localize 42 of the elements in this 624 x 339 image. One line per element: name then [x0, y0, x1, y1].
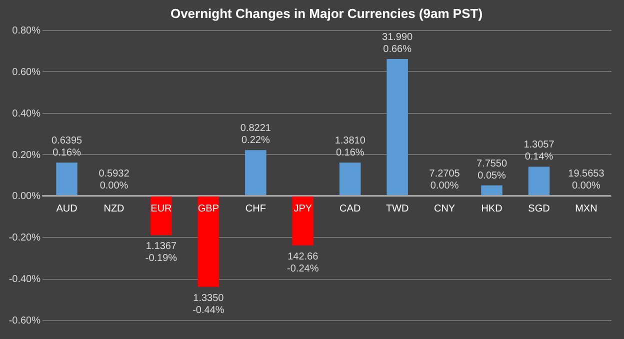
x-tick-label: MXN [575, 204, 598, 215]
data-label: 0.5932 0.00% [98, 168, 130, 192]
data-label: 7.7550 0.05% [476, 158, 508, 182]
x-tick-label: TWD [386, 204, 409, 215]
data-label: 7.2705 0.00% [429, 168, 460, 192]
data-label: 0.8221 0.22% [240, 123, 272, 146]
bar [245, 150, 266, 196]
x-tick-label: CHF [245, 204, 266, 215]
data-label: 1.3810 0.16% [334, 136, 366, 159]
x-tick-label: HKD [481, 204, 502, 215]
x-tick-label: AUD [56, 204, 78, 215]
data-label: 31.990 0.66% [382, 32, 414, 55]
data-label: 1.3350 -0.44% [192, 292, 224, 316]
y-tick-label: 0.40% [12, 108, 41, 120]
x-tick-label: NZD [104, 204, 124, 215]
y-tick-label: -0.40% [8, 274, 41, 286]
x-tick-label: EUR [150, 204, 172, 215]
bar [198, 196, 220, 287]
bar [56, 162, 78, 196]
y-tick-label: -0.20% [8, 232, 41, 244]
data-label: 0.6395 0.16% [51, 136, 83, 159]
y-tick-label: 0.60% [12, 66, 41, 78]
chart-title: Overnight Changes in Major Currencies (9am PST) [170, 6, 483, 21]
data-label: 19.5653 0.00% [568, 168, 605, 192]
bar [292, 196, 314, 246]
bar [150, 196, 172, 236]
x-tick-label: CNY [434, 204, 456, 215]
y-tick-label: 0.80% [12, 26, 41, 36]
data-label: 1.3057 0.14% [524, 140, 555, 163]
bar [481, 185, 502, 196]
y-tick-label: 0.00% [12, 191, 41, 202]
bar [386, 59, 408, 196]
x-tick-label: SGD [528, 204, 550, 215]
bar [339, 162, 361, 196]
data-label: 142.66 -0.24% [287, 251, 319, 274]
bar [528, 166, 550, 196]
x-tick-label: CAD [340, 204, 361, 215]
y-tick-label: -0.60% [8, 316, 41, 326]
x-tick-label: GBP [198, 204, 220, 215]
y-tick-label: 0.20% [12, 150, 41, 161]
data-label: 1.1367 -0.19% [145, 241, 178, 264]
x-tick-label: JPY [294, 204, 312, 215]
